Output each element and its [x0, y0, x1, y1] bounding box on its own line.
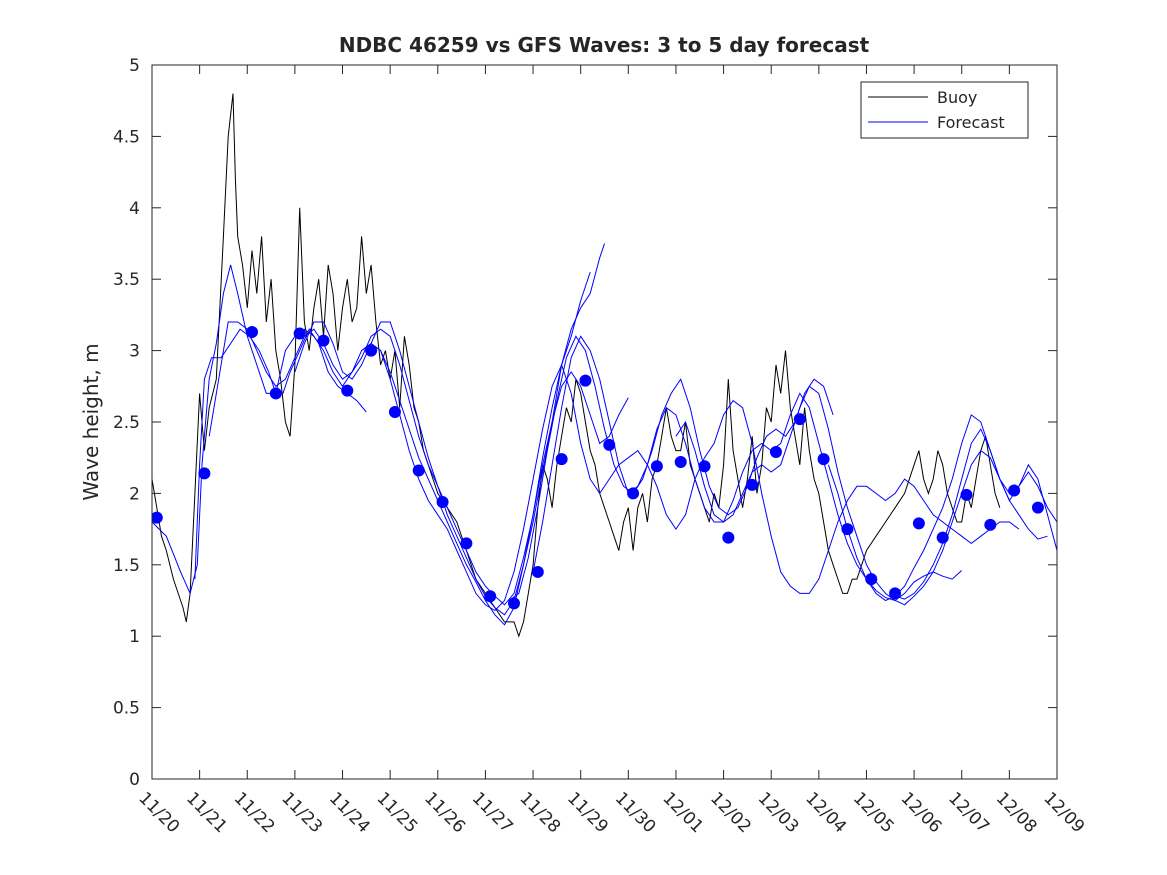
legend-buoy-label: Buoy	[937, 88, 977, 107]
y-tick-label: 3	[129, 342, 140, 362]
forecast-point	[650, 460, 663, 473]
forecast-series-line-1	[152, 264, 1020, 612]
forecast-point	[627, 487, 640, 500]
forecast-point	[865, 573, 878, 586]
forecast-point	[674, 455, 687, 468]
forecast-point	[912, 517, 925, 530]
forecast-series-line-9	[827, 414, 1048, 602]
forecast-series-line-8	[675, 385, 1057, 606]
forecast-point	[341, 384, 354, 397]
forecast-series-line-5	[361, 271, 591, 626]
plot-area	[152, 65, 1057, 779]
forecast-point	[555, 453, 568, 466]
forecast-point	[698, 460, 711, 473]
forecast-point	[722, 531, 735, 544]
forecast-series-line-3	[208, 321, 629, 606]
forecast-point	[317, 334, 330, 347]
forecast-point	[889, 587, 902, 600]
forecast-point	[246, 326, 259, 339]
forecast-point	[508, 597, 520, 610]
y-tick-label: 4.5	[113, 127, 140, 147]
forecast-series-line-6	[508, 335, 834, 601]
forecast-point	[152, 511, 163, 524]
y-tick-label: 0	[129, 770, 140, 790]
y-tick-label: 3.5	[113, 270, 140, 290]
forecast-point	[269, 387, 282, 400]
forecast-point	[365, 344, 378, 357]
forecast-series-line-7	[532, 335, 963, 602]
legend: Buoy Forecast	[860, 81, 1029, 139]
y-tick-label: 2.5	[113, 413, 140, 433]
forecast-point	[436, 495, 449, 508]
forecast-point	[531, 565, 544, 578]
forecast-point	[1031, 501, 1044, 514]
y-tick-label: 1.5	[113, 556, 140, 576]
forecast-point	[746, 478, 759, 491]
forecast-point	[769, 445, 782, 458]
plot-series	[152, 93, 1057, 638]
forecast-series-line-4	[294, 243, 605, 616]
forecast-point	[484, 590, 497, 603]
forecast-point	[388, 406, 401, 419]
buoy-series-line	[152, 93, 1001, 638]
plot-frame	[151, 64, 1058, 780]
forecast-point	[793, 413, 806, 426]
forecast-point	[841, 523, 854, 536]
forecast-point	[293, 327, 306, 340]
forecast-point	[960, 488, 973, 501]
forecast-point	[579, 374, 592, 387]
y-axis-ticks: 0 0.5 1 1.5 2 2.5 3 3.5 4 4.5 5	[113, 56, 1057, 790]
y-tick-label: 2	[129, 484, 140, 504]
y-tick-label: 1	[129, 627, 140, 647]
forecast-point	[603, 438, 616, 451]
forecast-point	[1008, 484, 1021, 497]
forecast-point	[984, 518, 997, 531]
forecast-point	[198, 467, 211, 480]
forecast-point	[460, 537, 473, 550]
legend-box	[860, 81, 1029, 139]
forecast-series-line-10	[894, 428, 1057, 600]
series-clip-group	[152, 93, 1057, 638]
forecast-point	[412, 464, 425, 477]
y-tick-label: 4	[129, 199, 140, 219]
y-axis-label: Wave height, m	[79, 343, 103, 500]
legend-forecast-label: Forecast	[937, 113, 1005, 132]
forecast-point	[936, 531, 949, 544]
chart-title: NDBC 46259 vs GFS Waves: 3 to 5 day fore…	[339, 33, 870, 57]
y-tick-label: 5	[129, 56, 140, 76]
y-tick-label: 0.5	[113, 699, 140, 719]
forecast-point	[817, 453, 830, 466]
